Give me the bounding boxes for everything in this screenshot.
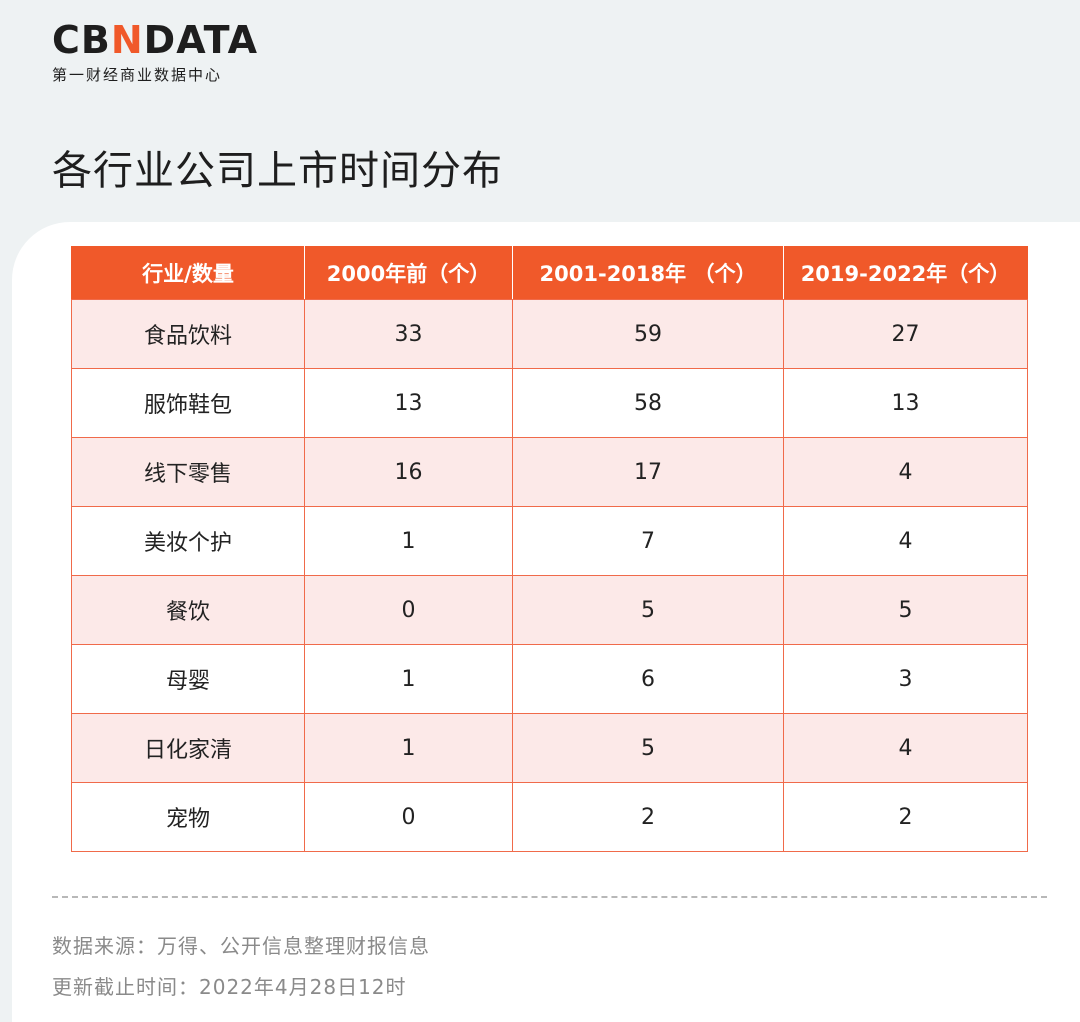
value-cell: 1 bbox=[304, 713, 513, 783]
value-cell: 4 bbox=[783, 437, 1028, 507]
value-cell: 16 bbox=[304, 437, 513, 507]
industry-cell: 母婴 bbox=[71, 644, 305, 714]
logo-wordmark: CBNDATA bbox=[52, 18, 259, 62]
header-cell: 2019-2022年（个） bbox=[783, 246, 1028, 300]
update-time-note: 更新截止时间：2022年4月28日12时 bbox=[52, 975, 407, 999]
industry-cell: 餐饮 bbox=[71, 575, 305, 645]
industry-cell: 美妆个护 bbox=[71, 506, 305, 576]
industry-cell: 线下零售 bbox=[71, 437, 305, 507]
table-row: 食品饮料 33 59 27 bbox=[71, 299, 1028, 369]
page-title: 各行业公司上市时间分布 bbox=[52, 148, 503, 194]
table-row: 线下零售 16 17 4 bbox=[71, 437, 1028, 507]
value-cell: 58 bbox=[512, 368, 784, 438]
table-row: 母婴 1 6 3 bbox=[71, 644, 1028, 714]
value-cell: 5 bbox=[512, 575, 784, 645]
header-cell: 行业/数量 bbox=[71, 246, 305, 300]
value-cell: 1 bbox=[304, 506, 513, 576]
value-cell: 59 bbox=[512, 299, 784, 369]
table-row: 日化家清 1 5 4 bbox=[71, 713, 1028, 783]
listing-time-table: 行业/数量 2000年前（个） 2001-2018年 （个） 2019-2022… bbox=[71, 246, 1028, 852]
value-cell: 4 bbox=[783, 506, 1028, 576]
table-row: 服饰鞋包 13 58 13 bbox=[71, 368, 1028, 438]
table-row: 美妆个护 1 7 4 bbox=[71, 506, 1028, 576]
industry-cell: 宠物 bbox=[71, 782, 305, 852]
industry-cell: 服饰鞋包 bbox=[71, 368, 305, 438]
logo-tagline: 第一财经商业数据中心 bbox=[52, 66, 223, 84]
value-cell: 0 bbox=[304, 782, 513, 852]
value-cell: 5 bbox=[783, 575, 1028, 645]
value-cell: 6 bbox=[512, 644, 784, 714]
header-cell: 2000年前（个） bbox=[304, 246, 513, 300]
value-cell: 7 bbox=[512, 506, 784, 576]
dashed-divider bbox=[52, 896, 1047, 898]
value-cell: 5 bbox=[512, 713, 784, 783]
value-cell: 0 bbox=[304, 575, 513, 645]
value-cell: 33 bbox=[304, 299, 513, 369]
value-cell: 1 bbox=[304, 644, 513, 714]
table-row: 餐饮 0 5 5 bbox=[71, 575, 1028, 645]
industry-cell: 食品饮料 bbox=[71, 299, 305, 369]
value-cell: 13 bbox=[304, 368, 513, 438]
value-cell: 27 bbox=[783, 299, 1028, 369]
value-cell: 2 bbox=[783, 782, 1028, 852]
value-cell: 4 bbox=[783, 713, 1028, 783]
table-header-row: 行业/数量 2000年前（个） 2001-2018年 （个） 2019-2022… bbox=[71, 246, 1028, 300]
header-cell: 2001-2018年 （个） bbox=[512, 246, 784, 300]
data-source-note: 数据来源：万得、公开信息整理财报信息 bbox=[52, 934, 430, 958]
table-row: 宠物 0 2 2 bbox=[71, 782, 1028, 852]
industry-cell: 日化家清 bbox=[71, 713, 305, 783]
value-cell: 17 bbox=[512, 437, 784, 507]
value-cell: 3 bbox=[783, 644, 1028, 714]
value-cell: 13 bbox=[783, 368, 1028, 438]
brand-logo: CBNDATA 第一财经商业数据中心 bbox=[52, 18, 258, 85]
value-cell: 2 bbox=[512, 782, 784, 852]
